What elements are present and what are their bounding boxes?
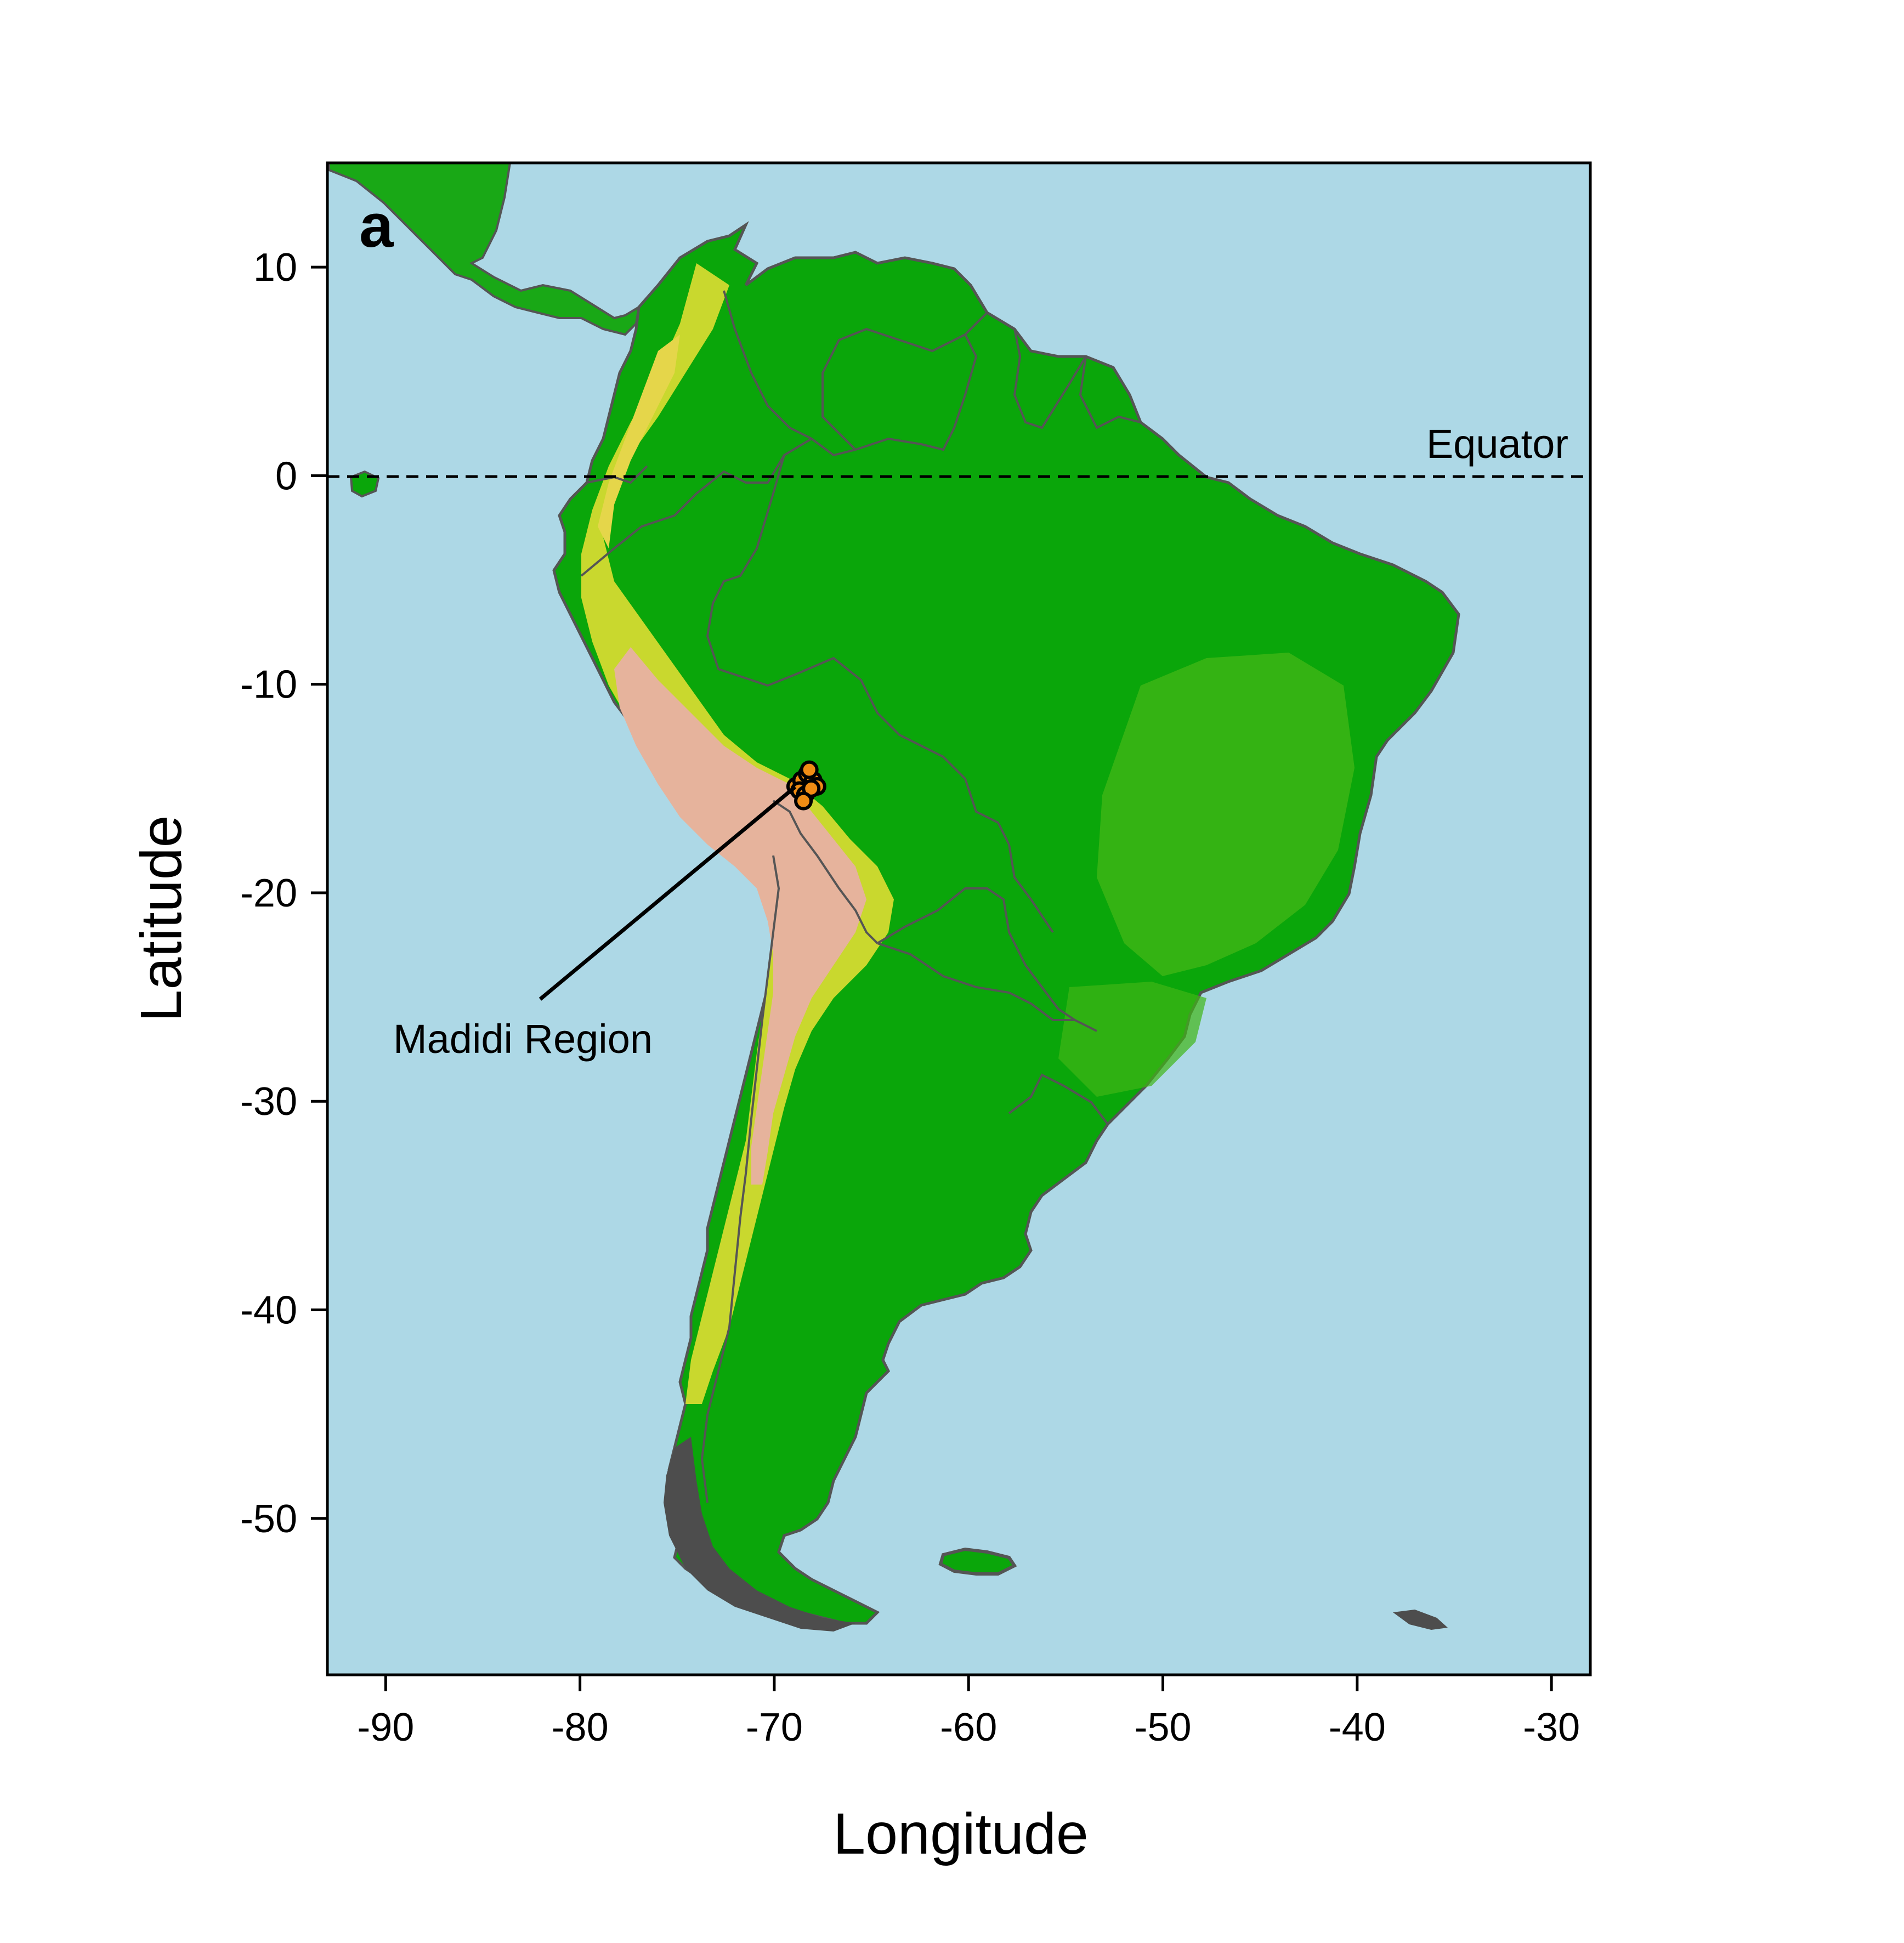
patagonia-fjords — [664, 1437, 855, 1632]
x-tick-label: -30 — [1523, 1706, 1580, 1749]
south-georgia — [1393, 1610, 1448, 1630]
y-tick-label: -20 — [240, 871, 297, 915]
country-borders — [580, 290, 1141, 1503]
y-axis: 10 0 -10 -20 -30 -40 -50 — [240, 246, 329, 1541]
madidi-region-label: Madidi Region — [393, 1016, 653, 1062]
y-tick-label: 0 — [275, 454, 297, 498]
landmass-group — [327, 163, 1590, 1632]
y-tick-label: -40 — [240, 1289, 297, 1333]
madidi-points — [786, 760, 826, 811]
y-tick-label: 10 — [253, 246, 297, 290]
y-tick-label: -10 — [240, 663, 297, 707]
x-tick-label: -70 — [746, 1706, 803, 1749]
y-axis-title: Latitude — [129, 815, 194, 1022]
brazil-highlands — [1097, 653, 1355, 976]
y-tick-label: -50 — [240, 1497, 297, 1541]
x-ticks: -90 -80 -70 -60 -50 -40 -30 — [357, 1675, 1580, 1749]
panel-label: a — [359, 191, 394, 260]
x-tick-label: -80 — [552, 1706, 609, 1749]
x-tick-label: -90 — [357, 1706, 414, 1749]
falkland-islands — [938, 1547, 1017, 1576]
x-tick-label: -40 — [1329, 1706, 1386, 1749]
south-brazil-highlands — [1058, 982, 1206, 1097]
x-axis: -90 -80 -70 -60 -50 -40 -30 — [357, 1673, 1580, 1749]
madidi-leader-line — [539, 785, 797, 1001]
equator-label: Equator — [1426, 421, 1568, 467]
andes-north-peaks — [598, 335, 680, 548]
x-tick-label: -60 — [940, 1706, 997, 1749]
y-tick-label: -30 — [240, 1080, 297, 1124]
x-axis-title: Longitude — [833, 1802, 1089, 1866]
madidi-point — [794, 791, 813, 811]
andes-peaks — [614, 647, 866, 1185]
central-america — [328, 163, 641, 336]
madidi-point — [800, 760, 819, 779]
x-tick-label: -50 — [1134, 1706, 1191, 1749]
y-ticks: 10 0 -10 -20 -30 -40 -50 — [240, 246, 327, 1541]
